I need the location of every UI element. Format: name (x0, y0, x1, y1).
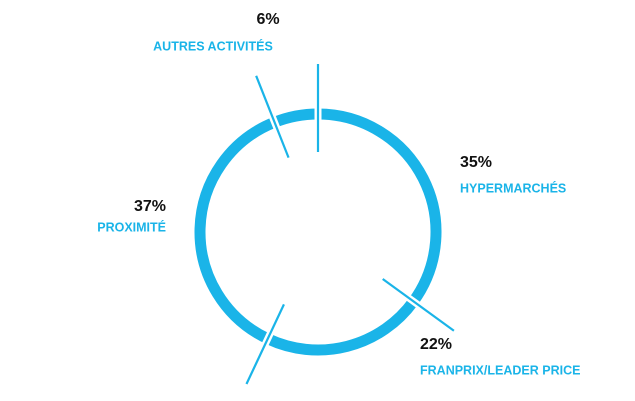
divider (255, 75, 290, 159)
value-label: 35% (460, 154, 492, 171)
divider (382, 278, 455, 332)
pie-segment (269, 108, 324, 128)
pie-segment (262, 295, 419, 356)
category-label: FRANPRIX/LEADER PRICE (420, 363, 580, 377)
divider (245, 303, 285, 385)
category-label: AUTRES ACTIVITÉS (153, 38, 273, 53)
category-label: HYPERMARCHÉS (460, 180, 566, 195)
value-label: 6% (256, 11, 279, 28)
value-label: 22% (420, 336, 452, 353)
value-label: 37% (134, 198, 166, 215)
pie-segment (312, 108, 442, 307)
category-label: PROXIMITÉ (97, 219, 166, 234)
pie-segment (194, 116, 281, 345)
